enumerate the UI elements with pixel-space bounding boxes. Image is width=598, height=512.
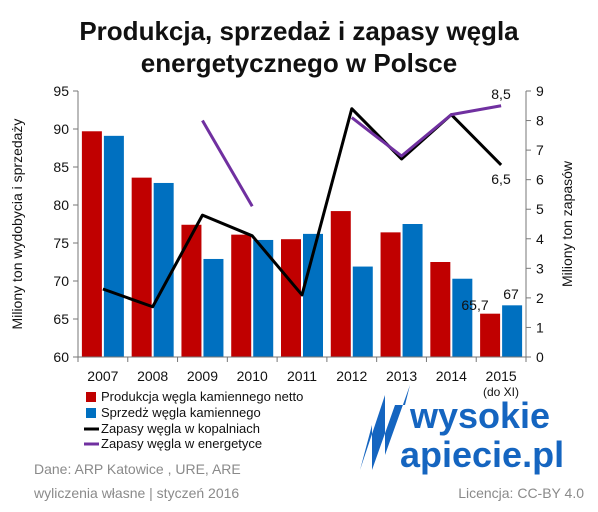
bar-production-2013 <box>380 232 401 357</box>
x-tick-label-2007: 2007 <box>87 368 118 384</box>
legend-swatch-sales <box>86 408 96 418</box>
chart-title-line1: Produkcja, sprzedaż i zapasy węgla <box>79 16 519 46</box>
y-tick-label-right: 0 <box>536 349 544 365</box>
x-tick-label-2012: 2012 <box>336 368 367 384</box>
legend-label-sales: Sprzedż węgla kamiennego <box>101 405 261 420</box>
bar-production-2010 <box>231 234 252 357</box>
bar-sales-2014 <box>452 278 473 357</box>
legend-label-energy-stock: Zapasy węgla w energetyce <box>101 436 262 451</box>
logo-line2: apiecie.pl <box>400 434 564 475</box>
annotation-production-2015: 65,7 <box>461 297 488 313</box>
y-tick-label-left: 95 <box>53 83 69 99</box>
legend-swatch-production <box>86 392 96 402</box>
bar-production-2007 <box>81 131 102 357</box>
legend-label-production: Produkcja węgla kamiennego netto <box>101 389 303 404</box>
lightning-bolt-icon <box>360 385 410 470</box>
bar-production-2012 <box>330 211 351 357</box>
bar-sales-2013 <box>402 224 423 357</box>
y-tick-label-left: 65 <box>53 311 69 327</box>
x-tick-label-2013: 2013 <box>386 368 417 384</box>
y-tick-label-right: 9 <box>536 83 544 99</box>
y-tick-label-right: 1 <box>536 319 544 335</box>
annotation-mine-stock-2015: 6,5 <box>491 171 511 187</box>
logo: wysokie apiecie.pl <box>360 385 564 475</box>
y-axis-label-left: Miliony ton wydobycia i sprzedaży <box>9 119 25 330</box>
y-axis-label-right: Miliony ton zapasów <box>559 160 575 287</box>
y-tick-label-left: 80 <box>53 197 69 213</box>
bar-sales-2009 <box>203 258 224 357</box>
y-tick-label-right: 3 <box>536 260 544 276</box>
bar-sales-2012 <box>352 266 373 357</box>
chart-title-line2: energetycznego w Polsce <box>141 48 457 78</box>
y-tick-label-right: 2 <box>536 290 544 306</box>
bar-production-2014 <box>430 262 451 357</box>
y-tick-label-right: 4 <box>536 231 544 247</box>
bar-production-2008 <box>131 177 152 357</box>
logo-line1: wysokie <box>409 395 550 436</box>
bar-production-2011 <box>281 239 301 357</box>
y-tick-label-right: 6 <box>536 172 544 188</box>
line-energy-stock <box>350 104 502 158</box>
legend-label-mine-stock: Zapasy węgla w kopalniach <box>101 421 260 436</box>
bar-production-2015 <box>480 313 501 357</box>
footer-source: Dane: ARP Katowice , URE, ARE <box>34 461 241 477</box>
y-tick-label-left: 90 <box>53 121 69 137</box>
bar-sales-2011 <box>303 233 323 357</box>
y-tick-label-left: 85 <box>53 159 69 175</box>
y-tick-label-right: 5 <box>536 201 544 217</box>
footer-license: Licencja: CC-BY 4.0 <box>458 485 584 501</box>
y-tick-label-left: 75 <box>53 235 69 251</box>
x-tick-label-2009: 2009 <box>187 368 218 384</box>
bar-sales-2015 <box>502 305 523 357</box>
footer-note: wyliczenia własne | styczeń 2016 <box>33 485 239 501</box>
x-tick-label-2010: 2010 <box>237 368 268 384</box>
x-tick-label-2011: 2011 <box>287 368 317 384</box>
legend: Produkcja węgla kamiennego netto Sprzedż… <box>84 389 303 451</box>
lines-layer <box>102 104 503 309</box>
bar-production-2009 <box>181 224 202 357</box>
x-tick-label-2008: 2008 <box>137 368 168 384</box>
annotation-sales-2015: 67 <box>503 286 519 302</box>
annotation-energy-stock-2015: 8,5 <box>491 86 511 102</box>
bar-sales-2007 <box>103 135 124 357</box>
x-category-note: (do XI) <box>483 385 519 399</box>
x-tick-label-2014: 2014 <box>436 368 467 384</box>
y-tick-label-left: 70 <box>53 273 69 289</box>
y-tick-label-right: 8 <box>536 113 544 129</box>
line-energy-stock <box>201 119 254 208</box>
x-tick-label-2015: 2015 <box>486 368 517 384</box>
bars-layer <box>81 131 523 357</box>
bar-sales-2010 <box>253 239 274 357</box>
y-tick-label-left: 60 <box>53 349 69 365</box>
bar-sales-2008 <box>153 182 174 357</box>
y-tick-label-right: 7 <box>536 142 544 158</box>
